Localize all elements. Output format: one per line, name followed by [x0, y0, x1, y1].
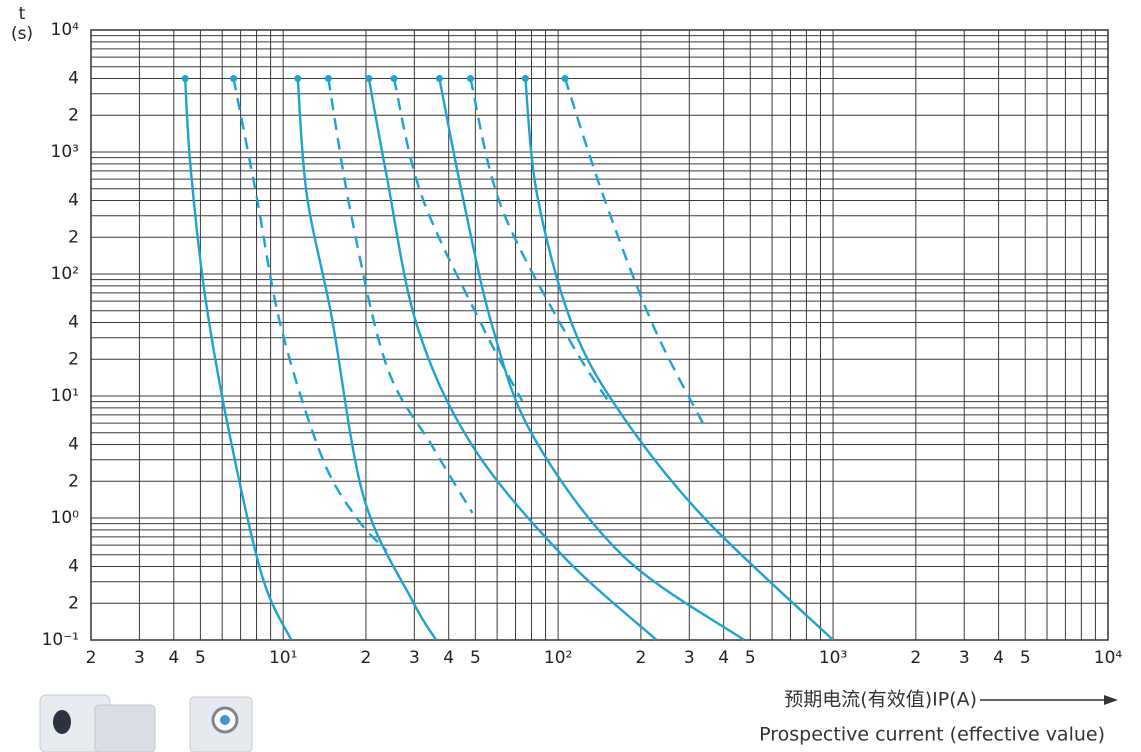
x-tick-label: 2: [910, 648, 921, 668]
y-tick-label: 10⁴: [51, 20, 80, 40]
y-axis-label: (s): [11, 24, 33, 44]
grid: [90, 29, 1109, 641]
x-tick-label: 2: [635, 648, 646, 668]
x-tick-label: 3: [134, 648, 145, 668]
y-tick-label: 2: [68, 471, 79, 491]
curve: [563, 78, 706, 427]
curve: [183, 78, 293, 641]
arrow-head: [1104, 695, 1118, 705]
curve-start-dot: [390, 75, 398, 83]
curve: [524, 78, 834, 641]
x-tick-label: 2: [361, 648, 372, 668]
curve-start-dot: [365, 75, 373, 83]
y-tick-label: 4: [68, 69, 79, 89]
y-tick-label: 2: [68, 105, 79, 125]
curve: [296, 78, 438, 641]
y-axis-label: t: [19, 4, 26, 24]
y-tick-label: 4: [68, 435, 79, 455]
y-tick-label: 2: [68, 349, 79, 369]
x-tick-label: 4: [718, 648, 729, 668]
x-tick-label: 4: [443, 648, 454, 668]
x-tick-label: 3: [959, 648, 970, 668]
x-tick-label: 3: [409, 648, 420, 668]
y-tick-label: 4: [68, 557, 79, 577]
x-tick-label: 10³: [819, 648, 847, 668]
y-tick-label: 10²: [51, 264, 79, 284]
y-tick-label: 4: [68, 191, 79, 211]
y-tick-label: 10⁻¹: [42, 630, 79, 650]
y-tick-label: 2: [68, 227, 79, 247]
x-tick-label: 5: [470, 648, 481, 668]
plot-frame: [90, 29, 1109, 641]
x-tick-label: 10²: [544, 648, 572, 668]
curve: [327, 78, 474, 514]
curve-start-dot: [435, 75, 443, 83]
curve-start-dot: [181, 75, 189, 83]
curve-start-dot: [324, 75, 332, 83]
curve: [367, 78, 658, 641]
y-tick-label: 2: [68, 593, 79, 613]
x-tick-label: 10¹: [269, 648, 297, 668]
x-tick-label: 4: [168, 648, 179, 668]
curve: [232, 78, 388, 552]
curve: [469, 78, 610, 402]
x-tick-label: 5: [1020, 648, 1031, 668]
y-tick-label: 10³: [51, 142, 79, 162]
x-axis-label: Prospective current (effective value): [759, 724, 1105, 746]
y-tick-label: 4: [68, 313, 79, 333]
curve-start-dot: [230, 75, 238, 83]
y-tick-label: 10⁰: [51, 508, 80, 528]
x-tick-label: 3: [684, 648, 695, 668]
curve-start-dot: [466, 75, 474, 83]
x-tick-label: 5: [745, 648, 756, 668]
fuse-images: [39, 694, 253, 752]
x-tick-label: 10⁴: [1094, 648, 1123, 668]
x-tick-label: 4: [993, 648, 1004, 668]
curve-start-dot: [561, 75, 569, 83]
x-tick-label: 2: [86, 648, 97, 668]
curve: [438, 78, 745, 641]
curve-start-dot: [521, 75, 529, 83]
x-tick-label: 5: [195, 648, 206, 668]
x-axis-label: 预期电流(有效值)IP(A): [784, 689, 977, 711]
y-tick-label: 10¹: [51, 386, 79, 406]
curve-start-dot: [294, 75, 302, 83]
curve: [392, 78, 524, 402]
